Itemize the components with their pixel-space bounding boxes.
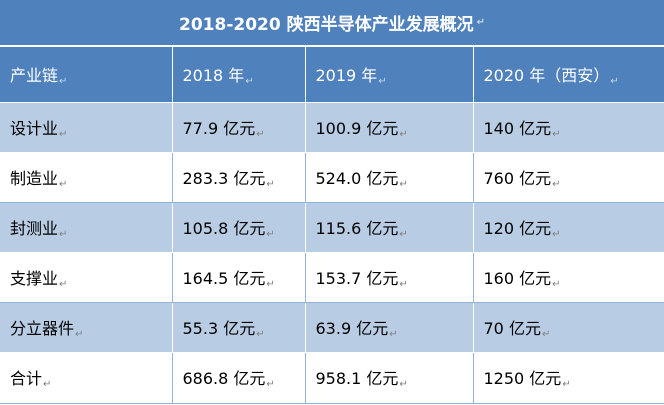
paragraph-mark-icon: ↵ [256,328,265,340]
table-cell: 958.1 亿元↵ [305,352,474,404]
table-cell: 封测业↵ [0,202,173,253]
table-cell: 153.7 亿元↵ [305,252,474,303]
paragraph-mark-icon: ↵ [59,75,68,87]
table-cell: 支撑业↵ [0,252,173,303]
table-cell: 分立器件↵ [0,302,173,353]
table-row: 封测业↵ 105.8 亿元↵ 115.6 亿元↵ 120 亿元↵ [0,202,664,253]
paragraph-mark-icon: ↵ [552,128,561,140]
table-row: 设计业↵ 77.9 亿元↵ 100.9 亿元↵ 140 亿元↵ [0,102,664,153]
table-cell: 115.6 亿元↵ [305,202,474,253]
paragraph-mark-icon: ↵ [256,128,265,140]
paragraph-mark-icon: ↵ [59,278,68,290]
paragraph-mark-icon: ↵ [610,75,619,87]
table-row-total: 合计↵ 686.8 亿元↵ 958.1 亿元↵ 1250 亿元↵ [0,352,664,404]
table-header-row: 产业链↵ 2018 年↵ 2019 年↵ 2020 年（西安）↵ [0,47,664,103]
table-cell: 283.3 亿元↵ [172,152,306,203]
paragraph-mark-icon: ↵ [399,128,408,140]
paragraph-mark-icon: ↵ [399,228,408,240]
data-table: 产业链↵ 2018 年↵ 2019 年↵ 2020 年（西安）↵ 设计业↵ 77… [0,47,664,404]
table-cell: 55.3 亿元↵ [172,302,306,353]
table-cell: 760 亿元↵ [473,152,664,203]
table-row: 分立器件↵ 55.3 亿元↵ 63.9 亿元↵ 70 亿元↵ [0,302,664,353]
paragraph-mark-icon: ↵ [59,228,68,240]
paragraph-mark-icon: ↵ [552,278,561,290]
table-cell: 164.5 亿元↵ [172,252,306,303]
table-cell: 140 亿元↵ [473,102,664,153]
header-cell-industry: 产业链↵ [0,47,173,103]
paragraph-mark-icon: ↵ [59,128,68,140]
table-cell: 100.9 亿元↵ [305,102,474,153]
paragraph-mark-icon: ↵ [266,178,275,190]
paragraph-mark-icon: ↵ [399,379,408,390]
paragraph-mark-icon: ↵ [399,178,408,190]
header-cell-2019: 2019 年↵ [305,47,474,103]
paragraph-mark-icon: ↵ [266,278,275,290]
table-cell: 合计↵ [0,352,173,404]
paragraph-mark-icon: ↵ [552,178,561,190]
paragraph-mark-icon: ↵ [389,328,398,340]
paragraph-mark-icon: ↵ [75,328,84,340]
header-cell-2018: 2018 年↵ [172,47,306,103]
paragraph-mark-icon: ↵ [266,379,275,390]
table-row: 制造业↵ 283.3 亿元↵ 524.0 亿元↵ 760 亿元↵ [0,152,664,203]
table-title: 2018-2020 陕西半导体产业发展概况 [179,15,474,35]
paragraph-mark-icon: ↵ [562,379,571,390]
table-cell: 77.9 亿元↵ [172,102,306,153]
table-cell: 105.8 亿元↵ [172,202,306,253]
paragraph-mark-icon: ↵ [59,178,68,190]
paragraph-mark-icon: ↵ [541,328,551,340]
table-cell: 63.9 亿元↵ [305,302,474,353]
paragraph-mark-icon: ↵ [552,228,561,240]
table-row: 支撑业↵ 164.5 亿元↵ 153.7 亿元↵ 160 亿元↵ [0,252,664,303]
table-cell: 160 亿元↵ [473,252,664,303]
paragraph-mark-icon: ↵ [399,278,408,290]
paragraph-mark-icon: ↵ [43,379,52,390]
table-cell: 制造业↵ [0,152,173,203]
paragraph-mark-icon: ↵ [266,228,275,240]
paragraph-mark-icon: ↵ [378,75,387,87]
paragraph-mark-icon: ↵ [476,17,485,28]
table-cell: 70 亿元↵ [473,302,664,353]
table-cell: 686.8 亿元↵ [172,352,306,404]
table-cell: 1250 亿元↵ [473,352,664,404]
table-cell: 120 亿元↵ [473,202,664,253]
table-cell: 524.0 亿元↵ [305,152,474,203]
table-title-bar: 2018-2020 陕西半导体产业发展概况 ↵ [0,0,664,47]
paragraph-mark-icon: ↵ [245,75,254,87]
table-cell: 设计业↵ [0,102,173,153]
header-cell-2020: 2020 年（西安）↵ [473,47,664,103]
